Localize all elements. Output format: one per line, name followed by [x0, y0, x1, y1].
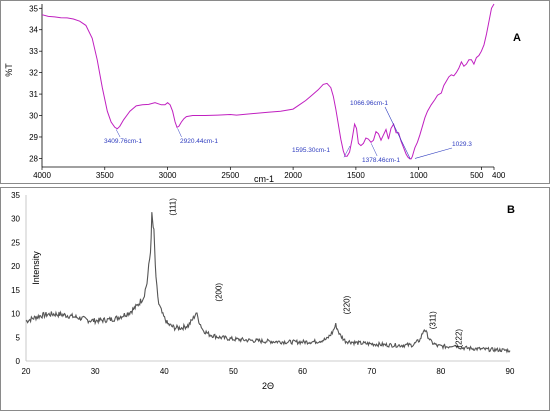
panel-b-y-tick-label: 10 — [11, 310, 20, 319]
panel-a-x-tick-label: 4000 — [33, 171, 51, 180]
panel-b-x-tick-label: 20 — [22, 367, 31, 376]
panel-a-annotation-leader — [370, 143, 378, 157]
panel-b-annotations: (111) (200) (220) (311) (222) — [168, 198, 463, 348]
panel-b-x-tick-label: 30 — [91, 367, 100, 376]
panel-a-label: A — [513, 32, 521, 44]
panel-b-peak-label: (111) — [168, 198, 177, 216]
panel-b-label: B — [507, 204, 515, 216]
panel-a-peak-label: 1029.3 — [452, 141, 472, 148]
panel-a-x-tick-label: 400 — [492, 171, 506, 180]
panel-a-annotation-leader — [384, 106, 411, 159]
panel-b-y-tick-label: 15 — [11, 286, 20, 295]
panel-b-y-tick-label: 35 — [11, 191, 20, 200]
panel-a-y-tick-label: 32 — [29, 69, 38, 78]
panel-b-peak-label: (220) — [343, 295, 352, 314]
panel-b-peak-label: (222) — [455, 329, 464, 348]
panel-a-ftir: 28 29 30 31 32 33 34 35 4000 3500 3000 2500 2000 150… — [4, 3, 521, 184]
panel-b-y-ticks: 0 5 10 15 20 25 30 35 — [11, 191, 20, 366]
panel-a-x-label: cm-1 — [254, 174, 274, 184]
panel-b-x-label: 2Θ — [262, 381, 274, 391]
panel-a-y-tick-label: 31 — [29, 90, 38, 99]
panel-a-x-ticks: 4000 3500 3000 2500 2000 1500 1000 500 400 — [33, 167, 506, 180]
panel-b-xrd: 0 5 10 15 20 25 30 35 20 30 40 50 60 70 80 90 (111) (20… — [11, 191, 515, 391]
panel-a-x-tick-label: 3500 — [96, 171, 114, 180]
panel-a-y-tick-label: 30 — [29, 112, 38, 121]
panel-a-annotation-leader — [414, 147, 453, 159]
panel-b-x-tick-label: 70 — [367, 367, 376, 376]
panel-b-peak-label: (311) — [428, 311, 437, 329]
panel-b-y-tick-label: 30 — [11, 215, 20, 224]
panel-a-annotation-leader — [343, 145, 351, 158]
panel-b-x-tick-label: 50 — [229, 367, 238, 376]
panel-a-y-tick-label: 29 — [29, 133, 38, 142]
panel-a-x-tick-label: 500 — [470, 171, 484, 180]
panel-b-y-tick-label: 20 — [11, 262, 20, 271]
panel-b-x-tick-label: 60 — [298, 367, 307, 376]
panel-b-y-tick-label: 5 — [16, 333, 21, 342]
panel-b-x-ticks: 20 30 40 50 60 70 80 90 — [22, 367, 515, 376]
panel-a-x-tick-label: 1000 — [410, 171, 428, 180]
panel-b-peak-label: (200) — [215, 283, 224, 302]
panel-a-peak-label: 1595.30cm-1 — [292, 147, 330, 154]
panel-a-y-ticks: 28 29 30 31 32 33 34 35 — [29, 4, 42, 163]
panel-a-x-tick-label: 3000 — [159, 171, 177, 180]
panel-b-y-tick-label: 25 — [11, 238, 20, 247]
panel-a-x-tick-label: 1500 — [347, 171, 365, 180]
panel-a-frame — [0, 0, 550, 184]
panel-b-frame — [0, 187, 550, 411]
panel-b-y-label: Intensity — [31, 251, 41, 285]
panel-a-peak-label: 1378.46cm-1 — [362, 157, 400, 164]
panel-a-annotation-leader — [177, 128, 182, 138]
panel-a-y-tick-label: 33 — [29, 47, 38, 56]
panel-a-y-label: %T — [4, 63, 14, 77]
panel-a-peak-label: 2920.44cm-1 — [180, 138, 218, 145]
panel-a-x-tick-label: 2000 — [284, 171, 302, 180]
panel-a-spectrum-line — [41, 3, 495, 160]
panel-a-peak-label: 1066.96cm-1 — [350, 100, 388, 107]
panel-b-pattern-line — [25, 212, 511, 354]
panel-b-x-tick-label: 40 — [160, 367, 169, 376]
panel-a-x-tick-label: 2500 — [221, 171, 239, 180]
panel-a-y-tick-label: 28 — [29, 154, 38, 163]
panel-a-peak-label: 3409.76cm-1 — [104, 138, 142, 145]
panel-b-x-tick-label: 90 — [506, 367, 515, 376]
panel-a-annotations: 3409.76cm-1 2920.44cm-1 1595.30cm-1 1378.46… — [104, 100, 472, 164]
panel-a-y-tick-label: 35 — [29, 4, 38, 13]
panel-b-y-tick-label: 0 — [16, 357, 21, 366]
panel-b-x-tick-label: 80 — [436, 367, 445, 376]
panel-a-y-tick-label: 34 — [29, 26, 38, 35]
panel-a-annotation-leader — [115, 129, 121, 138]
